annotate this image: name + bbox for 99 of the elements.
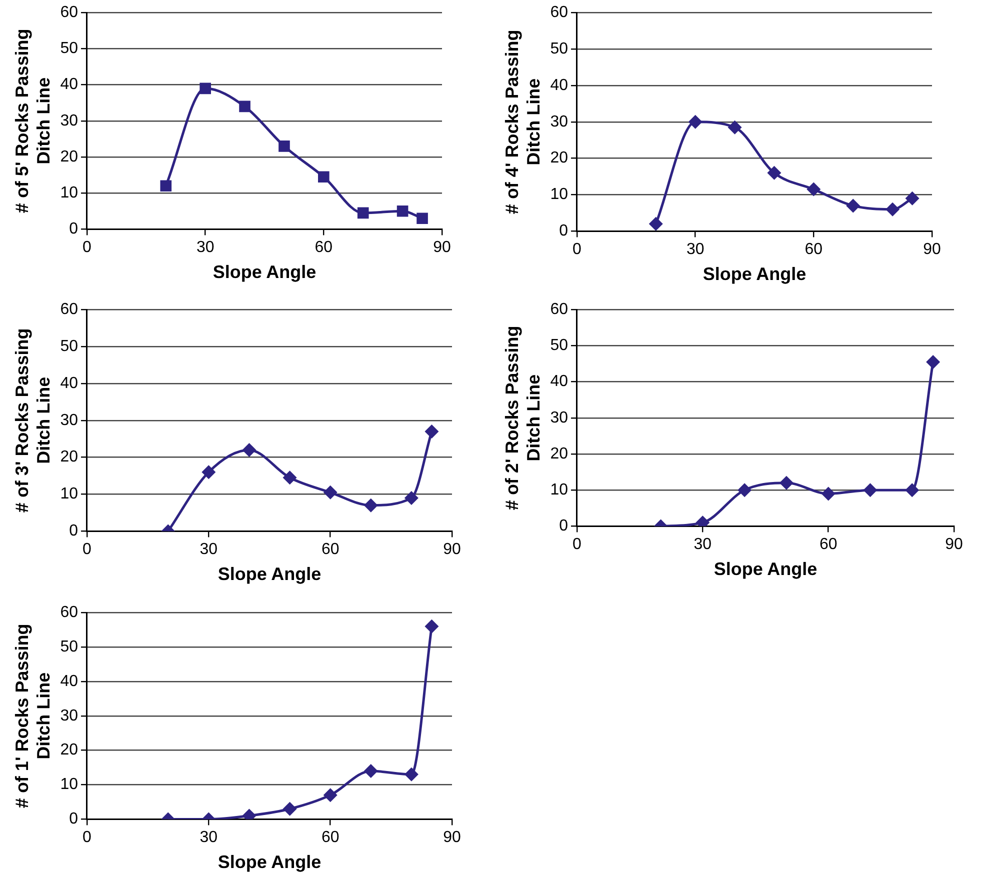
x-tick-label: 60 <box>819 536 838 554</box>
y-tick-label: 50 <box>60 338 78 355</box>
point <box>282 802 297 816</box>
x-tick-label: 90 <box>443 829 461 846</box>
y-tick-label: 0 <box>69 810 78 828</box>
y-tick-label: 30 <box>60 707 78 724</box>
x-tick-label: 60 <box>321 829 340 846</box>
point <box>905 483 920 498</box>
point <box>846 198 860 213</box>
point <box>738 483 752 498</box>
point <box>202 465 216 480</box>
point <box>821 486 836 501</box>
y-tick-label: 0 <box>69 522 78 540</box>
point <box>688 114 702 129</box>
y-tick-label: 30 <box>60 112 78 130</box>
point <box>863 483 878 498</box>
y-tick-label: 20 <box>550 150 568 167</box>
point <box>278 140 290 152</box>
x-tick-label: 0 <box>572 241 582 258</box>
point <box>323 788 338 802</box>
point <box>242 442 256 457</box>
x-tick-label: 90 <box>443 541 461 558</box>
point <box>779 476 794 490</box>
point <box>886 202 900 216</box>
y-axis-title: # of 2' Rocks Passing Ditch Line <box>502 326 544 510</box>
point <box>239 100 250 112</box>
point <box>364 498 378 512</box>
y-tick-label: 60 <box>550 4 568 22</box>
point <box>424 424 439 438</box>
x-tick-label: 90 <box>433 239 451 256</box>
y-tick-label: 50 <box>550 337 568 354</box>
x-axis-title: Slope Angle <box>702 264 806 284</box>
x-axis-title: Slope Angle <box>218 564 322 584</box>
point <box>357 207 369 219</box>
point <box>323 485 338 500</box>
y-axis-title: # of 5' Rocks Passing Ditch Line <box>12 28 54 214</box>
y-tick-label: 40 <box>550 76 568 94</box>
point <box>404 490 418 505</box>
y-tick-label: 40 <box>60 672 78 690</box>
y-tick-label: 50 <box>550 40 568 58</box>
point <box>416 212 428 224</box>
point <box>424 619 439 634</box>
point <box>318 171 330 183</box>
y-tick-label: 30 <box>550 113 568 130</box>
y-tick-label: 20 <box>60 148 78 166</box>
y-axis-title: # of 1' Rocks Passing Ditch Line <box>12 624 54 808</box>
y-tick-label: 10 <box>60 486 78 503</box>
x-tick-label: 90 <box>945 536 963 554</box>
y-tick-label: 60 <box>60 4 78 22</box>
x-tick-label: 0 <box>82 239 92 256</box>
x-tick-label: 60 <box>314 239 333 256</box>
y-tick-label: 30 <box>60 412 78 429</box>
point <box>806 182 821 196</box>
x-tick-label: 30 <box>686 241 704 258</box>
x-tick-label: 30 <box>196 239 214 256</box>
y-tick-label: 20 <box>550 445 568 462</box>
y-tick-label: 40 <box>60 76 78 94</box>
y-tick-label: 0 <box>69 220 78 238</box>
x-axis-title: Slope Angle <box>218 852 322 872</box>
point <box>767 166 782 180</box>
y-axis-title: # of 4' Rocks Passing Ditch Line <box>502 30 544 214</box>
point <box>648 216 663 231</box>
y-tick-label: 60 <box>550 301 568 318</box>
y-tick-label: 50 <box>60 40 78 58</box>
y-tick-label: 40 <box>60 374 78 392</box>
y-tick-label: 10 <box>550 186 568 204</box>
x-tick-label: 30 <box>694 536 712 554</box>
x-tick-label: 30 <box>200 829 218 846</box>
point <box>404 767 418 782</box>
x-tick-label: 0 <box>82 541 92 558</box>
point <box>926 354 940 369</box>
x-axis-title: Slope Angle <box>212 262 316 282</box>
y-tick-label: 20 <box>60 742 78 759</box>
x-tick-label: 90 <box>923 241 941 258</box>
x-tick-label: 60 <box>804 241 823 258</box>
point <box>728 120 742 134</box>
y-tick-label: 10 <box>550 482 568 499</box>
x-tick-label: 60 <box>321 541 340 558</box>
y-tick-label: 0 <box>559 222 568 240</box>
y-tick-label: 60 <box>60 604 78 622</box>
point <box>160 180 172 192</box>
point <box>905 191 920 206</box>
y-axis-title: # of 3' Rocks Passing Ditch Line <box>12 328 54 513</box>
y-tick-label: 60 <box>60 301 78 318</box>
point <box>200 82 211 94</box>
x-tick-label: 0 <box>82 829 92 846</box>
y-tick-label: 20 <box>60 448 78 466</box>
y-tick-label: 10 <box>60 776 78 794</box>
y-tick-label: 10 <box>60 184 78 202</box>
x-tick-label: 0 <box>572 536 582 554</box>
y-tick-label: 40 <box>550 373 568 390</box>
x-tick-label: 30 <box>200 541 218 558</box>
point <box>396 205 408 217</box>
x-axis-title: Slope Angle <box>714 559 818 580</box>
point <box>364 764 378 778</box>
y-tick-label: 30 <box>550 409 568 426</box>
point <box>282 470 297 485</box>
y-tick-label: 0 <box>559 518 568 535</box>
y-tick-label: 50 <box>60 638 78 656</box>
